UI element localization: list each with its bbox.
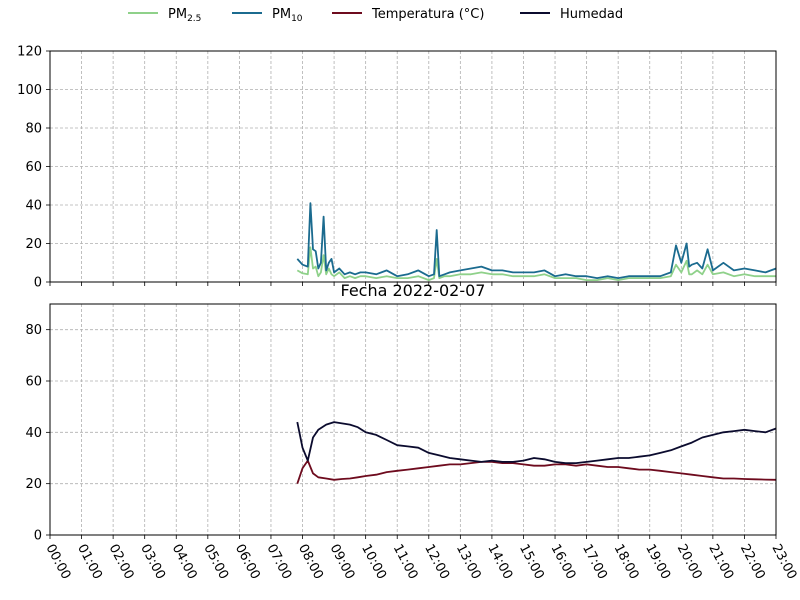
series-line-temperatura	[296, 459, 777, 484]
legend-label-pm25: PM2.5	[168, 7, 201, 24]
series-line-pm10	[296, 202, 777, 280]
pm-y-tick-label: 120	[17, 45, 42, 60]
weather-y-tick-label: 0	[34, 529, 42, 544]
x-tick-label: 22:00	[737, 542, 768, 582]
legend: PM2.5 PM10 Temperatura (°C) Humedad	[128, 7, 623, 24]
x-tick-label: 07:00	[263, 542, 294, 582]
x-tick-label: 15:00	[516, 542, 547, 582]
particulate-panel: 0 20 40 60 80 100 120	[17, 45, 777, 291]
x-tick-label: 18:00	[611, 542, 642, 582]
x-tick-label: 08:00	[295, 542, 326, 582]
weather-panel: 0 20 40 60 80 Fecha 2022-02-07 00:00 01:00 02:00…	[25, 281, 799, 582]
series-line-humedad	[296, 421, 777, 465]
pm-y-tick-label: 80	[25, 122, 42, 137]
x-tick-label: 01:00	[74, 542, 105, 582]
x-tick-label: 23:00	[768, 542, 799, 582]
pm-y-tick-label: 100	[17, 83, 42, 98]
x-tick-label: 11:00	[390, 542, 421, 582]
pm-y-tick-label: 20	[25, 237, 42, 252]
legend-subscript: 10	[291, 14, 303, 24]
x-tick-label: 09:00	[327, 542, 358, 582]
x-tick-label: 14:00	[484, 542, 515, 582]
x-tick-label: 03:00	[137, 542, 168, 582]
x-tick-label: 16:00	[548, 542, 579, 582]
x-tick-label: 05:00	[200, 542, 231, 582]
pm-axes-frame	[49, 50, 777, 283]
pm-y-tick-label: 40	[25, 199, 42, 214]
legend-label-temperatura: Temperatura (°C)	[371, 7, 484, 22]
legend-label-humedad: Humedad	[560, 7, 623, 22]
weather-y-tick-label: 20	[25, 477, 42, 492]
weather-y-tick-label: 60	[25, 375, 42, 390]
series-line-pm25	[296, 246, 776, 282]
chart-title: Fecha 2022-02-07	[341, 281, 486, 300]
x-tick-label: 00:00	[42, 542, 73, 582]
x-tick-label: 06:00	[232, 542, 263, 582]
x-tick-label: 02:00	[106, 542, 137, 582]
x-tick-label: 21:00	[705, 542, 736, 582]
weather-y-tick-label: 80	[25, 323, 42, 338]
x-tick-label: 12:00	[421, 542, 452, 582]
pm-y-tick-label: 60	[25, 160, 42, 175]
x-tick-label: 04:00	[169, 542, 200, 582]
pm-y-tick-label: 0	[34, 276, 42, 291]
legend-subscript: 2.5	[187, 14, 201, 24]
x-tick-label: 19:00	[642, 542, 673, 582]
weather-y-tick-label: 40	[25, 426, 42, 441]
x-tick-label: 10:00	[358, 542, 389, 582]
x-tick-label: 13:00	[453, 542, 484, 582]
legend-label-pm10: PM10	[272, 7, 303, 24]
weather-axes-frame	[49, 303, 777, 536]
x-tick-label: 20:00	[674, 542, 705, 582]
x-tick-label: 17:00	[579, 542, 610, 582]
